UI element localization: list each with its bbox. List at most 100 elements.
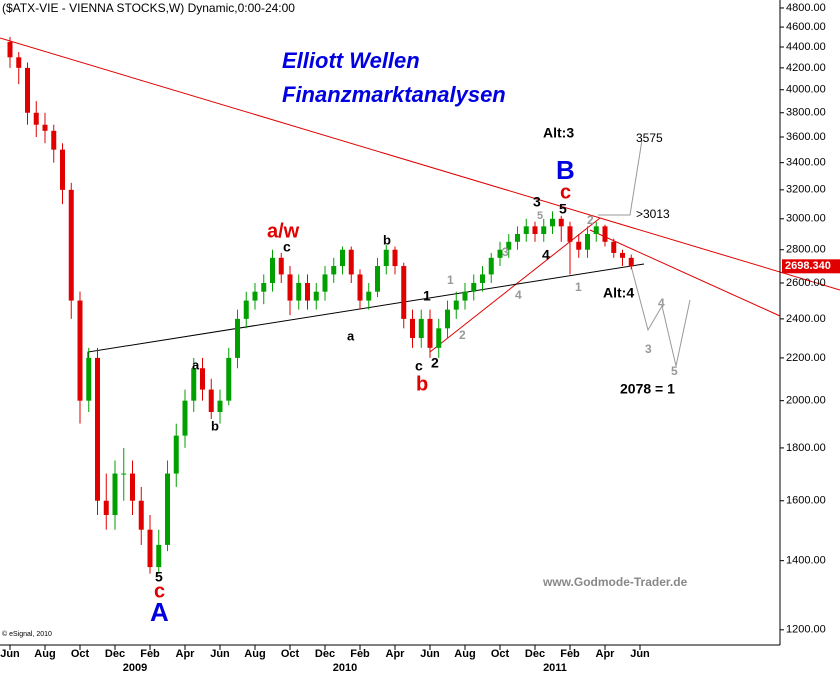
annotation: 1 [575,280,582,294]
chart-title: ($ATX-VIE - VIENNA STOCKS,W) Dynamic,0:0… [2,1,295,15]
candle-body [261,282,267,292]
annotation: a [192,357,200,372]
candle-body [410,318,415,338]
x-tick-label: Apr [596,648,616,660]
candle-body [375,266,380,292]
y-tick-label: 2400.00 [786,313,826,325]
annotation: © eSignal, 2010 [2,630,52,638]
candle-body [462,291,468,301]
candle-body [138,500,144,530]
annotation: B [556,155,575,185]
candle-body [602,226,608,242]
candle-body [515,233,520,242]
annotation: 3 [533,194,541,210]
x-tick-label: Jun [630,648,650,660]
last-price-label: 2698.340 [785,260,831,272]
x-tick-label: Dec [105,648,125,660]
x-tick-label: Oct [491,648,510,660]
y-tick-label: 2000.00 [786,395,826,407]
x-tick-label: Oct [281,648,300,660]
y-tick-label: 4800.00 [786,2,826,14]
annotation: A [150,597,169,627]
candle-body [173,435,179,474]
candle-body [541,226,547,234]
annotation: Alt:4 [603,285,634,301]
y-tick-label: 4000.00 [786,84,826,96]
annotation: c [154,580,165,602]
annotation: b [416,373,428,395]
annotation: c [415,358,423,374]
candle-body [628,257,634,267]
year-label: 2009 [123,662,147,674]
candle-body [331,266,337,275]
annotation: 4 [515,288,522,302]
candle-body [287,274,293,301]
annotation: c [560,181,571,203]
candle-body [567,226,573,242]
x-tick-label: Feb [140,648,160,660]
candle-body [68,189,74,301]
candle-body [366,291,372,301]
candle-body [611,241,617,253]
x-tick-label: Jun [210,648,230,660]
trend-line [0,37,840,291]
candle-body [383,249,389,267]
x-tick-label: Aug [454,648,475,660]
candle-body [121,473,127,475]
projection-path [629,261,691,367]
candle-body [532,226,538,234]
candle-body [506,241,512,250]
y-tick-label: 3800.00 [786,107,826,119]
annotation: 5 [671,364,678,378]
x-tick-label: Dec [525,648,545,660]
y-tick-label: 3600.00 [786,131,826,143]
candle-body [322,274,328,292]
annotation: >3013 [636,207,670,221]
candle-body [488,257,494,275]
candle-body [340,249,345,267]
candle-body [147,529,153,568]
candle-body [270,257,275,283]
candle-body [585,233,590,250]
annotation: Elliott Wellen [282,48,420,73]
annotation: 3 [502,245,509,259]
candle-body [296,282,302,301]
y-tick-label: 4400.00 [786,41,826,53]
candle-body [191,368,197,401]
x-tick-label: Dec [315,648,335,660]
candle-body [42,124,48,131]
y-tick-label: 4600.00 [786,21,826,33]
candle-body [357,274,363,301]
candle-body [305,282,310,301]
candle-body [156,544,162,568]
candle-body [401,266,407,319]
y-tick-label: 3200.00 [786,184,826,196]
annotation: 1 [423,288,431,304]
candle-body [226,357,232,401]
y-tick-label: 1800.00 [786,442,826,454]
year-label: 2010 [333,662,357,674]
y-tick-label: 4200.00 [786,62,826,74]
annotation: 2078 = 1 [620,381,675,397]
annotation: 2 [431,355,439,371]
candle-body [86,357,92,401]
candle-body [550,218,555,227]
annotation: 3 [645,342,652,356]
candle-body [182,400,188,436]
y-tick-label: 2800.00 [786,244,826,256]
candle-body [593,226,599,234]
candle-body [497,249,503,258]
candle-body [16,57,22,68]
candle-body [278,257,284,275]
annotation: 4 [658,296,665,310]
annotation: www.Godmode-Trader.de [542,575,688,589]
annotation: Alt:3 [543,125,574,141]
candle-body [620,252,625,258]
candle-body [523,226,529,234]
annotation: Finanzmarktanalysen [282,82,506,107]
y-tick-label: 1200.00 [786,624,826,636]
x-tick-label: Jun [0,648,20,660]
candle-body [313,291,319,301]
